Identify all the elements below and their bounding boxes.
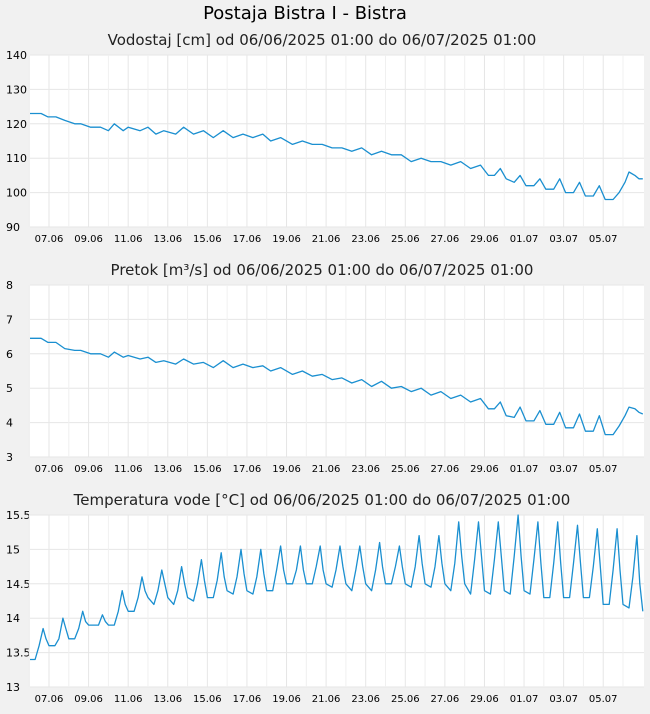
x-tick-label: 29.06 bbox=[470, 464, 499, 475]
x-tick-label: 21.06 bbox=[312, 694, 341, 705]
y-tick-label: 15.5 bbox=[6, 509, 31, 522]
x-tick-label: 13.06 bbox=[153, 694, 182, 705]
x-tick-label: 03.07 bbox=[549, 464, 578, 475]
x-tick-label: 13.06 bbox=[153, 234, 182, 245]
x-tick-label: 05.07 bbox=[589, 464, 618, 475]
x-tick-label: 17.06 bbox=[233, 694, 262, 705]
x-tick-label: 23.06 bbox=[351, 464, 380, 475]
x-tick-label: 17.06 bbox=[233, 464, 262, 475]
chart-title: Pretok [m³/s] od 06/06/2025 01:00 do 06/… bbox=[111, 261, 534, 279]
x-tick-label: 05.07 bbox=[589, 694, 618, 705]
x-tick-label: 03.07 bbox=[549, 694, 578, 705]
x-tick-label: 23.06 bbox=[351, 694, 380, 705]
x-tick-label: 05.07 bbox=[589, 234, 618, 245]
x-tick-label: 01.07 bbox=[510, 464, 539, 475]
x-tick-label: 11.06 bbox=[114, 694, 143, 705]
chart-title: Temperatura vode [°C] od 06/06/2025 01:0… bbox=[73, 491, 571, 509]
y-tick-label: 100 bbox=[6, 187, 27, 200]
y-tick-label: 8 bbox=[6, 279, 13, 292]
x-tick-label: 29.06 bbox=[470, 234, 499, 245]
x-tick-label: 13.06 bbox=[153, 464, 182, 475]
x-tick-label: 21.06 bbox=[312, 464, 341, 475]
y-tick-label: 110 bbox=[6, 152, 27, 165]
x-tick-label: 27.06 bbox=[431, 694, 460, 705]
y-tick-label: 14.5 bbox=[6, 578, 31, 591]
series-line bbox=[30, 112, 643, 201]
x-tick-label: 09.06 bbox=[74, 694, 103, 705]
x-tick-label: 25.06 bbox=[391, 464, 420, 475]
vodostaj-chart: Vodostaj [cm] od 06/06/2025 01:00 do 06/… bbox=[6, 31, 644, 245]
x-tick-label: 15.06 bbox=[193, 464, 222, 475]
x-tick-label: 29.06 bbox=[470, 694, 499, 705]
temperatura-chart: Temperatura vode [°C] od 06/06/2025 01:0… bbox=[6, 491, 644, 705]
x-tick-label: 15.06 bbox=[193, 234, 222, 245]
y-tick-label: 140 bbox=[6, 49, 27, 62]
y-tick-label: 120 bbox=[6, 118, 27, 131]
x-tick-label: 01.07 bbox=[510, 694, 539, 705]
x-tick-label: 21.06 bbox=[312, 234, 341, 245]
y-tick-label: 14 bbox=[6, 612, 20, 625]
x-tick-label: 19.06 bbox=[272, 234, 301, 245]
y-tick-label: 5 bbox=[6, 382, 13, 395]
plot-area bbox=[30, 55, 644, 227]
y-tick-label: 13.5 bbox=[6, 647, 31, 660]
y-tick-label: 13 bbox=[6, 681, 20, 694]
y-tick-label: 15 bbox=[6, 543, 20, 556]
series-line bbox=[30, 514, 644, 661]
y-tick-label: 6 bbox=[6, 348, 13, 361]
x-tick-label: 19.06 bbox=[272, 464, 301, 475]
x-tick-label: 27.06 bbox=[431, 464, 460, 475]
x-tick-label: 07.06 bbox=[35, 234, 64, 245]
x-tick-label: 25.06 bbox=[391, 234, 420, 245]
y-tick-label: 130 bbox=[6, 83, 27, 96]
y-tick-label: 7 bbox=[6, 313, 13, 326]
plot-area bbox=[30, 285, 644, 457]
x-tick-label: 11.06 bbox=[114, 464, 143, 475]
x-tick-label: 01.07 bbox=[510, 234, 539, 245]
x-tick-label: 07.06 bbox=[35, 464, 64, 475]
x-tick-label: 19.06 bbox=[272, 694, 301, 705]
x-tick-label: 15.06 bbox=[193, 694, 222, 705]
x-tick-label: 17.06 bbox=[233, 234, 262, 245]
x-tick-label: 07.06 bbox=[35, 694, 64, 705]
x-tick-label: 09.06 bbox=[74, 234, 103, 245]
series-line bbox=[30, 337, 644, 436]
x-tick-label: 03.07 bbox=[549, 234, 578, 245]
chart-title: Vodostaj [cm] od 06/06/2025 01:00 do 06/… bbox=[108, 31, 537, 49]
pretok-chart: Pretok [m³/s] od 06/06/2025 01:00 do 06/… bbox=[6, 261, 644, 475]
y-tick-label: 90 bbox=[6, 221, 20, 234]
y-tick-label: 3 bbox=[6, 451, 13, 464]
x-tick-label: 27.06 bbox=[431, 234, 460, 245]
x-tick-label: 11.06 bbox=[114, 234, 143, 245]
x-tick-label: 25.06 bbox=[391, 694, 420, 705]
plot-area bbox=[30, 515, 644, 687]
x-tick-label: 23.06 bbox=[351, 234, 380, 245]
y-tick-label: 4 bbox=[6, 417, 13, 430]
page-title: Postaja Bistra I - Bistra bbox=[203, 3, 407, 24]
x-tick-label: 09.06 bbox=[74, 464, 103, 475]
